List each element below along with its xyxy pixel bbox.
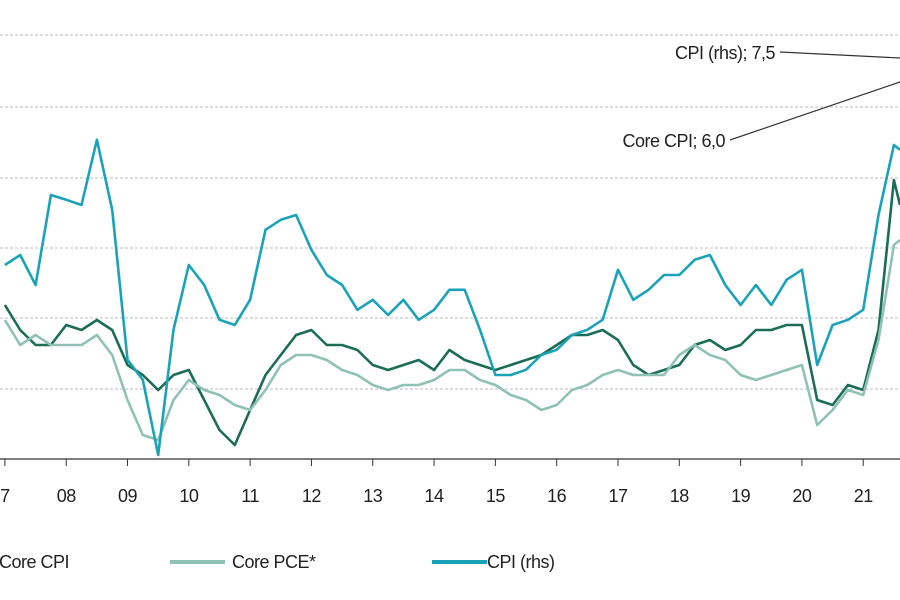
- x-tick-label: 12: [302, 486, 322, 506]
- legend-label: CPI (rhs): [487, 552, 555, 572]
- annotation-leader: [779, 51, 900, 59]
- series-line: [3, 238, 900, 442]
- x-tick-label: 14: [425, 486, 445, 506]
- x-tick-label: 17: [608, 486, 628, 506]
- x-tick-label: 7: [0, 486, 10, 506]
- x-tick-label: 21: [854, 486, 874, 506]
- x-tick-label: 10: [179, 486, 199, 506]
- annotation: Core CPI; 6,0: [622, 131, 725, 151]
- x-tick-label: 19: [731, 486, 751, 506]
- x-tick-label: 16: [547, 486, 567, 506]
- legend-label: Core PCE*: [232, 552, 316, 572]
- x-tick-label: 15: [486, 486, 506, 506]
- series-line: [4, 138, 900, 457]
- x-tick-label: 11: [241, 486, 259, 506]
- series-line: [3, 178, 900, 447]
- x-tick-label: 09: [118, 486, 138, 506]
- x-tick-label: 13: [363, 486, 383, 506]
- x-tick-label: 20: [792, 486, 812, 506]
- annotation: CPI (rhs); 7,5: [675, 43, 776, 63]
- annotation-leader: [729, 81, 900, 141]
- x-tick-label: 08: [57, 486, 77, 506]
- x-tick-label: 18: [670, 486, 690, 506]
- legend-label: Core CPI: [0, 552, 69, 572]
